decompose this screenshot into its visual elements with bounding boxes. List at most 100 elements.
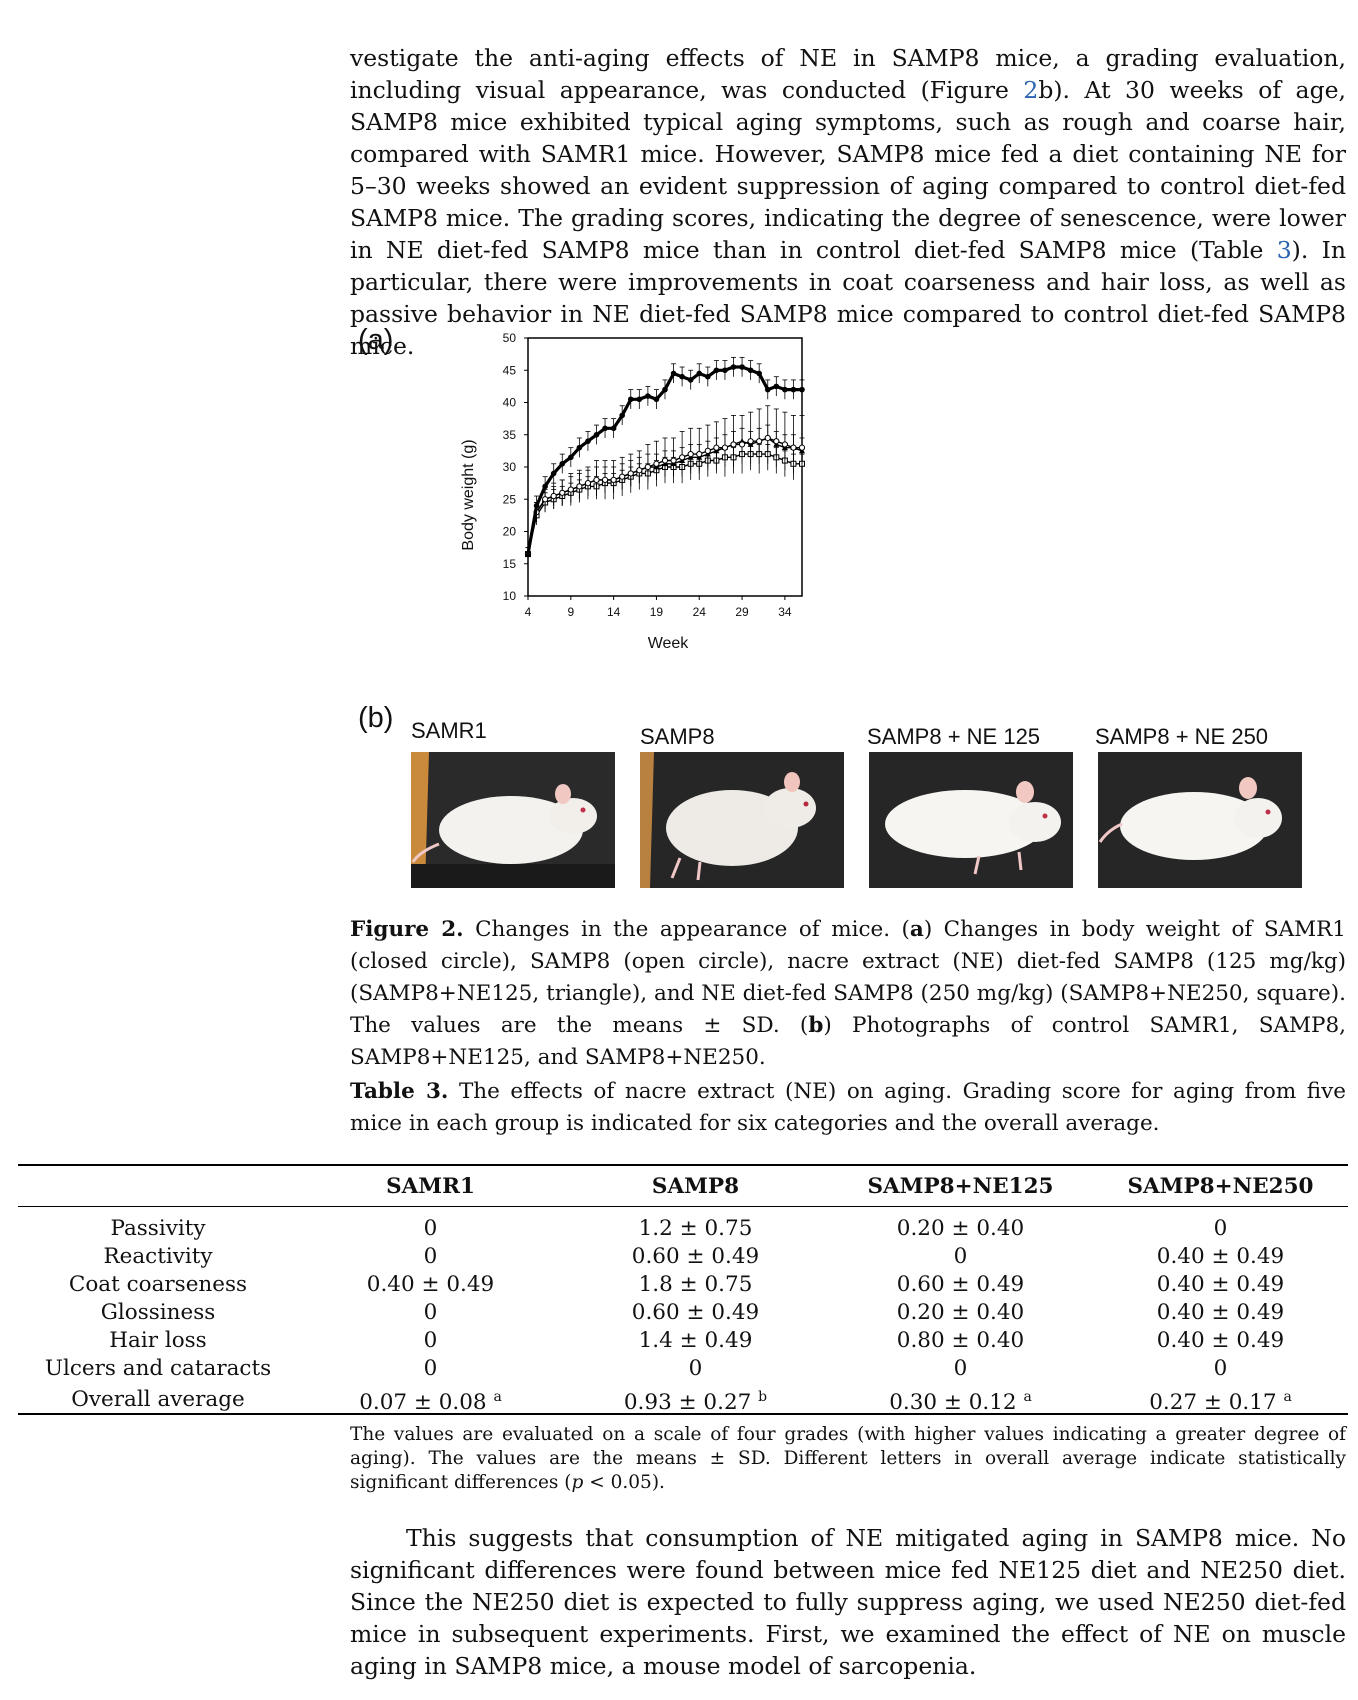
- table-header-row: SAMR1 SAMP8 SAMP8+NE125 SAMP8+NE250: [18, 1165, 1348, 1207]
- table-bottom-rule: [18, 1413, 1348, 1415]
- mouse-photo-samp8: [640, 752, 844, 888]
- data-point: [542, 483, 548, 490]
- data-point: [704, 447, 711, 454]
- mouse-photo-samp8-ne250: [1098, 752, 1302, 888]
- data-point: [601, 476, 609, 483]
- data-point: [542, 496, 549, 503]
- table-header-cell: SAMP8: [651, 1173, 740, 1199]
- data-point: [610, 425, 617, 432]
- table-cell: Coat coarseness: [68, 1272, 248, 1297]
- y-tick-label: 25: [503, 492, 517, 506]
- table-cell: 1.2 ± 0.75: [638, 1216, 753, 1241]
- photo-title-samr1: SAMR1: [411, 718, 487, 743]
- y-tick-label: 50: [503, 331, 517, 345]
- panel-b-label: (b): [358, 702, 394, 734]
- data-point: [747, 438, 754, 445]
- data-point: [619, 412, 625, 419]
- figure-caption: Figure 2. Changes in the appearance of m…: [350, 917, 1346, 1070]
- x-tick-label: 19: [650, 605, 664, 619]
- table-cell: 0.40 ± 0.49: [1156, 1300, 1285, 1325]
- table-cell: 0: [423, 1216, 438, 1241]
- data-point: [593, 431, 600, 438]
- table-cell: 0.40 ± 0.49: [366, 1272, 495, 1297]
- data-point: [799, 386, 805, 393]
- table-cell: Glossiness: [100, 1300, 216, 1325]
- photo-title-samp8-ne250: SAMP8 + NE 250: [1095, 724, 1269, 749]
- data-point: [738, 441, 746, 448]
- table-cell: 0.40 ± 0.49: [1156, 1244, 1285, 1269]
- figure-reference-link[interactable]: 2: [1023, 76, 1039, 104]
- table-cell: 0.60 ± 0.49: [631, 1300, 760, 1325]
- table-cell: 0.40 ± 0.49: [1156, 1272, 1285, 1297]
- table-header-cell: SAMR1: [386, 1173, 475, 1199]
- data-point: [747, 367, 754, 374]
- data-point: [576, 444, 583, 451]
- data-point: [679, 454, 686, 461]
- table-cell: Reactivity: [103, 1244, 213, 1269]
- table-cell: 0.60 ± 0.49: [896, 1272, 1025, 1297]
- y-tick-label: 10: [503, 589, 517, 603]
- y-tick-label: 40: [503, 396, 517, 410]
- table-cell: 0: [953, 1244, 968, 1269]
- data-point: [687, 451, 694, 458]
- x-tick-label: 24: [693, 605, 707, 619]
- data-point: [713, 444, 720, 451]
- table-cell: 0: [1213, 1216, 1228, 1241]
- data-point: [696, 370, 703, 377]
- data-point: [636, 396, 643, 403]
- table-cell: 0.40 ± 0.49: [1156, 1328, 1285, 1353]
- table-row-overall: Overall average 0.07 ± 0.08 a 0.93 ± 0.2…: [18, 1383, 1348, 1423]
- data-point: [636, 467, 643, 474]
- data-point: [670, 457, 677, 464]
- data-point: [610, 476, 617, 483]
- y-tick-label: 45: [503, 363, 517, 377]
- data-point: [790, 444, 797, 451]
- table-row: Reactivity 0 0.60 ± 0.49 0 0.40 ± 0.49: [18, 1243, 1348, 1271]
- data-point: [645, 393, 651, 399]
- mouse-photo-samp8-ne125: [869, 752, 1073, 888]
- data-point: [533, 502, 540, 509]
- data-point: [722, 367, 728, 374]
- data-point: [585, 438, 591, 444]
- table-caption: Table 3. The effects of nacre extract (N…: [350, 1079, 1346, 1136]
- data-point: [713, 367, 720, 374]
- data-point: [764, 386, 771, 393]
- data-point: [584, 480, 592, 487]
- body-weight-chart: 10 15 20 25 30 35 40 45 50 4 9 14 19 24 29 34 Week Body…: [460, 331, 806, 652]
- y-axis-title: Body weight (g): [460, 439, 477, 550]
- y-tick-label: 30: [503, 460, 517, 474]
- y-tick-label: 35: [503, 428, 517, 442]
- series-closed-circle: [525, 356, 805, 561]
- data-point: [782, 386, 788, 393]
- significance-letter: b: [758, 1389, 768, 1405]
- data-point: [653, 396, 660, 403]
- photo-title-samp8: SAMP8: [640, 724, 715, 749]
- table-row: Hair loss 0 1.4 ± 0.49 0.80 ± 0.40 0.40 …: [18, 1327, 1348, 1355]
- table-cell: Passivity: [110, 1216, 206, 1241]
- data-point: [619, 473, 626, 480]
- table-cell: 1.8 ± 0.75: [638, 1272, 753, 1297]
- data-point: [576, 483, 583, 490]
- x-tick-label: 14: [607, 605, 621, 619]
- data-point: [568, 454, 574, 461]
- data-point: [525, 551, 531, 557]
- data-point: [730, 441, 737, 448]
- table-cell: 0.20 ± 0.40: [896, 1216, 1025, 1241]
- table-reference-link[interactable]: 3: [1276, 236, 1292, 264]
- data-point: [730, 364, 737, 370]
- body-paragraph-bottom: This suggests that consumption of NE mit…: [350, 1524, 1346, 1680]
- table-footnote: The values are evaluated on a scale of f…: [350, 1424, 1346, 1493]
- data-point: [679, 373, 685, 380]
- x-tick-label: 29: [735, 605, 749, 619]
- table-cell: 0: [423, 1244, 438, 1269]
- panel-a-label: (a): [358, 324, 394, 356]
- data-point: [627, 470, 634, 477]
- table-header-cell: [18, 1165, 298, 1207]
- significance-letter: a: [493, 1389, 502, 1405]
- mouse-photo-samr1: [411, 752, 615, 888]
- table-header-cell: SAMP8+NE250: [1127, 1173, 1314, 1199]
- table-cell: 0: [423, 1328, 438, 1353]
- significance-letter: a: [1023, 1389, 1032, 1405]
- data-point: [798, 444, 806, 451]
- table-header-cell: SAMP8+NE125: [867, 1173, 1054, 1199]
